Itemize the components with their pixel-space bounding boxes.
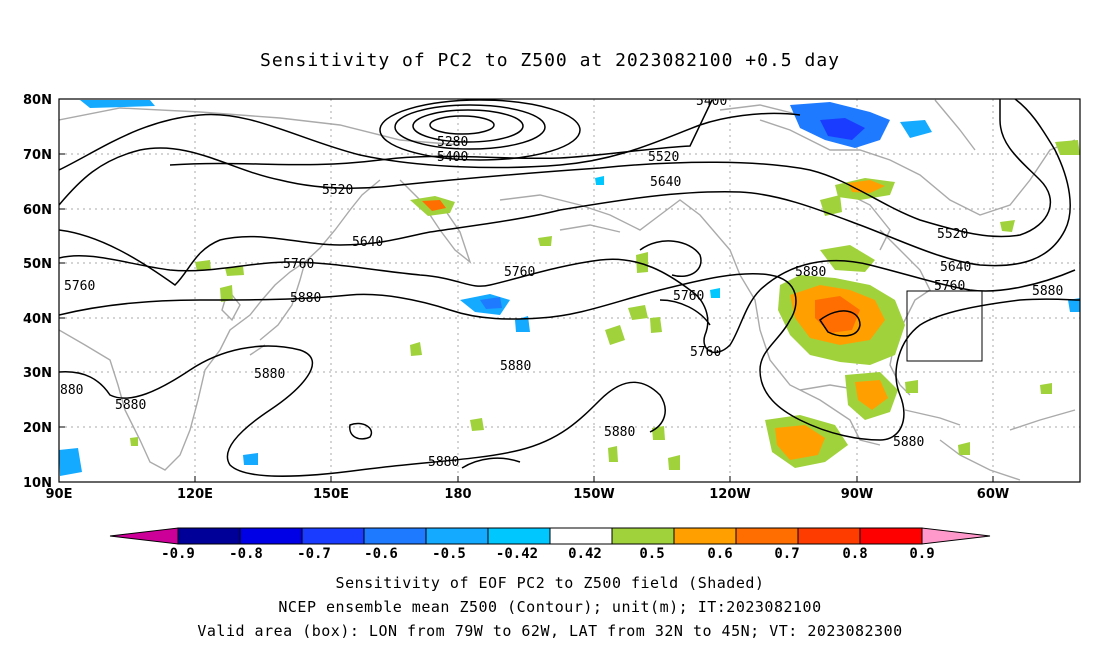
contour-label: 5280: [437, 135, 468, 150]
contour-label: 5520: [322, 183, 353, 198]
colorbar-segment: [735, 527, 799, 545]
lat-label: 20N: [23, 421, 52, 436]
lat-label: 60N: [23, 203, 52, 218]
contour-label: 5520: [937, 227, 968, 242]
sensitivity-shading: [59, 100, 1080, 476]
contour-label: 5760: [64, 279, 95, 294]
caption-contour: NCEP ensemble mean Z500 (Contour); unit(…: [278, 598, 822, 616]
colorbar-segment: [549, 527, 613, 545]
colorbar-label: 0.7: [774, 546, 799, 562]
colorbar-segment: [859, 527, 923, 545]
colorbar-label: 0.8: [842, 546, 867, 562]
lon-label: 180: [444, 487, 471, 502]
longitude-labels: 90E 120E 150E 180 150W 120W 90W 60W: [46, 487, 1010, 502]
colorbar-label: 0.5: [639, 546, 664, 562]
contour-label: 5880: [115, 398, 146, 413]
lat-label: 70N: [23, 148, 52, 163]
contour-label: 5880: [500, 359, 531, 374]
colorbar-low-triangle: [109, 527, 179, 545]
colorbar-segment: [425, 527, 489, 545]
colorbar-label: -0.42: [496, 546, 538, 562]
contour-label: 5880: [604, 425, 635, 440]
contour-label: 5760: [283, 257, 314, 272]
contour-label: 5640: [650, 175, 681, 190]
latitude-labels: 80N 70N 60N 50N 40N 30N 20N 10N: [23, 93, 52, 491]
colorbar-label: 0.42: [568, 546, 602, 562]
colorbar-high-triangle: [921, 527, 991, 545]
colorbar-label: 0.9: [909, 546, 934, 562]
coastlines: [59, 99, 1076, 481]
contour-label: 5640: [352, 235, 383, 250]
colorbar-segment: [363, 527, 427, 545]
contour-label: 5880: [1032, 284, 1063, 299]
colorbar-labels: -0.9 -0.8 -0.7 -0.6 -0.5 -0.42 0.42 0.5 …: [161, 546, 935, 562]
lon-label: 120W: [709, 487, 750, 502]
caption-shaded: Sensitivity of EOF PC2 to Z500 field (Sh…: [335, 574, 765, 592]
lon-label: 120E: [177, 487, 213, 502]
lat-label: 10N: [23, 476, 52, 491]
contour-label: 5880: [428, 455, 459, 470]
colorbar-segment: [797, 527, 861, 545]
contour-label: 5760: [934, 279, 965, 294]
colorbar-label: -0.9: [161, 546, 195, 562]
contour-label: 5880: [795, 265, 826, 280]
lon-label: 90W: [841, 487, 873, 502]
colorbar-label: -0.5: [432, 546, 466, 562]
contour-label: 5760: [504, 265, 535, 280]
contour-label: 5520: [648, 150, 679, 165]
colorbar-segment: [673, 527, 737, 545]
contour-label: 5760: [690, 345, 721, 360]
colorbar-segment: [487, 527, 551, 545]
contour-label: 5400: [437, 150, 468, 165]
contour-labels: 5400 5280 5400 5520 5640 5520 5640 5760 …: [60, 94, 1063, 470]
contour-label: 5880: [254, 367, 285, 382]
lon-label: 150E: [313, 487, 349, 502]
lat-label: 40N: [23, 312, 52, 327]
contour-label: 5880: [893, 435, 924, 450]
colorbar-label: -0.8: [229, 546, 263, 562]
lon-label: 60W: [977, 487, 1009, 502]
contour-label: 880: [60, 383, 83, 398]
colorbar: [109, 527, 991, 545]
caption-valid-area: Valid area (box): LON from 79W to 62W, L…: [197, 622, 903, 640]
map-frame: [58, 98, 1081, 483]
colorbar-segment: [611, 527, 675, 545]
colorbar-label: -0.7: [297, 546, 331, 562]
colorbar-segment: [239, 527, 303, 545]
axis-ticks: [58, 98, 994, 483]
lat-label: 30N: [23, 366, 52, 381]
colorbar-label: 0.6: [707, 546, 732, 562]
contour-label: 5400: [696, 94, 727, 109]
contour-label: 5640: [940, 260, 971, 275]
contour-label: 5880: [290, 291, 321, 306]
colorbar-segment: [177, 527, 241, 545]
lat-label: 50N: [23, 257, 52, 272]
colorbar-label: -0.6: [364, 546, 398, 562]
lat-label: 80N: [23, 93, 52, 108]
lon-label: 90E: [46, 487, 73, 502]
colorbar-segment: [301, 527, 365, 545]
lon-label: 150W: [573, 487, 614, 502]
plot-title: Sensitivity of PC2 to Z500 at 2023082100…: [259, 50, 840, 71]
contour-label: 5760: [673, 289, 704, 304]
valid-area-box: [906, 290, 983, 362]
z500-contours: [59, 99, 1080, 477]
